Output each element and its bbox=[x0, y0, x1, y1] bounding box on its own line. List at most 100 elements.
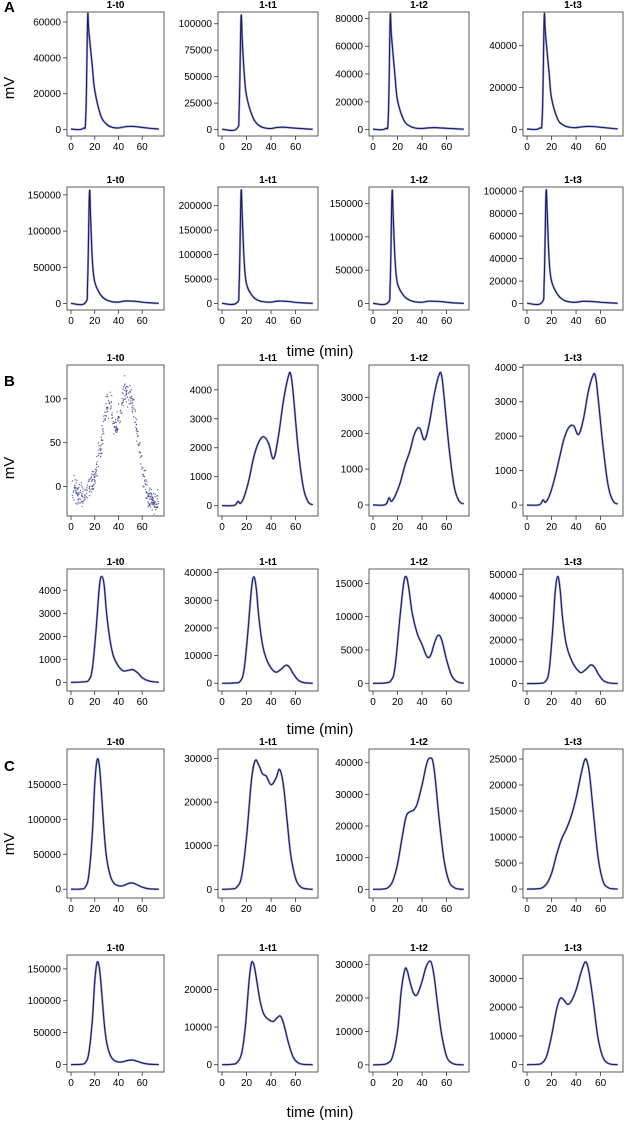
data-point bbox=[116, 428, 118, 431]
data-point bbox=[75, 502, 77, 505]
data-point bbox=[110, 401, 113, 403]
data-point bbox=[82, 502, 84, 504]
data-point bbox=[139, 442, 141, 444]
y-tick-label: 10000 bbox=[335, 1027, 363, 1038]
chromatogram-trace bbox=[221, 759, 313, 890]
y-tick-label: 100000 bbox=[330, 232, 364, 243]
data-point bbox=[131, 397, 133, 400]
x-tick-label: 20 bbox=[392, 1078, 404, 1089]
y-tick-label: 10000 bbox=[489, 1031, 517, 1042]
y-tick-label: 0 bbox=[357, 885, 363, 896]
x-tick-label: 20 bbox=[546, 904, 558, 915]
data-point bbox=[113, 432, 115, 435]
data-point bbox=[119, 422, 121, 424]
x-tick-label: 40 bbox=[113, 316, 125, 327]
y-tick-label: 50000 bbox=[335, 266, 363, 277]
data-point bbox=[122, 388, 124, 390]
y-tick-label: 0 bbox=[357, 1060, 363, 1071]
data-point bbox=[106, 408, 109, 410]
data-point bbox=[129, 396, 131, 399]
x-tick-label: 20 bbox=[392, 697, 404, 708]
data-point bbox=[145, 469, 147, 471]
data-point bbox=[147, 501, 149, 503]
y-tick-label: 80000 bbox=[335, 14, 363, 25]
data-point bbox=[149, 492, 152, 494]
subplot-c-2-1-t0: 1-t0 0 50000 100000 150000 0 20 40 60 bbox=[28, 943, 165, 1089]
x-tick-label: 60 bbox=[441, 142, 453, 153]
x-tick-label: 60 bbox=[137, 1078, 149, 1089]
subplot-title: 1-t0 bbox=[107, 557, 125, 568]
data-point bbox=[136, 440, 138, 442]
plot-frame bbox=[368, 568, 470, 692]
data-point bbox=[113, 422, 116, 424]
data-point bbox=[130, 396, 132, 398]
subplot-title: 1-t3 bbox=[564, 0, 582, 11]
data-point bbox=[156, 498, 158, 500]
data-point bbox=[94, 482, 96, 484]
y-tick-label: 20000 bbox=[184, 798, 212, 809]
data-point bbox=[110, 407, 112, 409]
data-point bbox=[152, 501, 155, 504]
data-point bbox=[108, 401, 111, 403]
x-tick-label: 20 bbox=[546, 522, 558, 533]
data-point bbox=[127, 399, 130, 401]
data-point bbox=[128, 391, 130, 394]
data-point bbox=[76, 479, 78, 481]
y-tick-label: 0 bbox=[357, 299, 363, 310]
x-tick-label: 40 bbox=[571, 142, 583, 153]
y-tick-label: 20000 bbox=[335, 993, 363, 1004]
x-tick-label: 0 bbox=[68, 316, 74, 327]
y-tick-label: 50000 bbox=[33, 263, 61, 274]
subplot-title: 1-t2 bbox=[410, 737, 428, 748]
data-point bbox=[151, 494, 153, 496]
y-tick-label: 60000 bbox=[33, 18, 61, 29]
data-point bbox=[77, 488, 79, 490]
data-point bbox=[155, 506, 157, 509]
trace-halo bbox=[372, 959, 464, 1066]
data-point bbox=[92, 474, 94, 476]
y-tick-label: 25000 bbox=[489, 754, 517, 765]
y-tick-label: 100000 bbox=[28, 227, 62, 238]
x-tick-label: 0 bbox=[370, 522, 376, 533]
data-point bbox=[129, 400, 132, 402]
data-point bbox=[153, 505, 155, 507]
subplot-a-2-1-t1: 1-t1 0 50000 100000 150000 200000 0 20 40 60 bbox=[179, 175, 319, 327]
data-point bbox=[85, 496, 88, 498]
x-tick-label: 40 bbox=[266, 316, 278, 327]
data-point bbox=[81, 494, 83, 497]
x-tick-label: 40 bbox=[417, 142, 429, 153]
data-point bbox=[89, 478, 91, 480]
data-point bbox=[93, 483, 95, 486]
y-tick-label: 0 bbox=[511, 501, 517, 512]
data-point bbox=[134, 410, 136, 413]
y-tick-label: 0 bbox=[206, 501, 212, 512]
data-point bbox=[82, 488, 84, 490]
data-point bbox=[135, 418, 138, 421]
y-tick-label: 30000 bbox=[184, 754, 212, 765]
data-point bbox=[119, 409, 122, 412]
data-point bbox=[104, 414, 106, 417]
data-point bbox=[98, 452, 100, 455]
data-point bbox=[151, 503, 154, 506]
x-tick-label: 20 bbox=[89, 316, 101, 327]
y-tick-label: 4000 bbox=[190, 385, 213, 396]
x-tick-label: 0 bbox=[370, 697, 376, 708]
plot-frame bbox=[368, 364, 470, 517]
subplot-c-2-1-t1: 1-t1 0 10000 20000 0 20 40 60 bbox=[184, 943, 319, 1089]
data-point bbox=[132, 404, 134, 407]
y-tick-label: 0 bbox=[55, 482, 61, 493]
y-tick-label: 10000 bbox=[335, 612, 363, 623]
y-tick-label: 0 bbox=[511, 125, 517, 136]
data-point bbox=[78, 483, 81, 486]
data-point bbox=[111, 414, 113, 416]
data-point bbox=[130, 388, 132, 391]
data-point bbox=[92, 485, 94, 487]
data-point bbox=[117, 419, 119, 422]
data-point bbox=[121, 401, 124, 404]
data-point bbox=[91, 470, 93, 473]
trace-halo bbox=[372, 189, 464, 306]
plot-frame bbox=[66, 748, 165, 899]
y-tick-label: 50000 bbox=[33, 1028, 61, 1039]
